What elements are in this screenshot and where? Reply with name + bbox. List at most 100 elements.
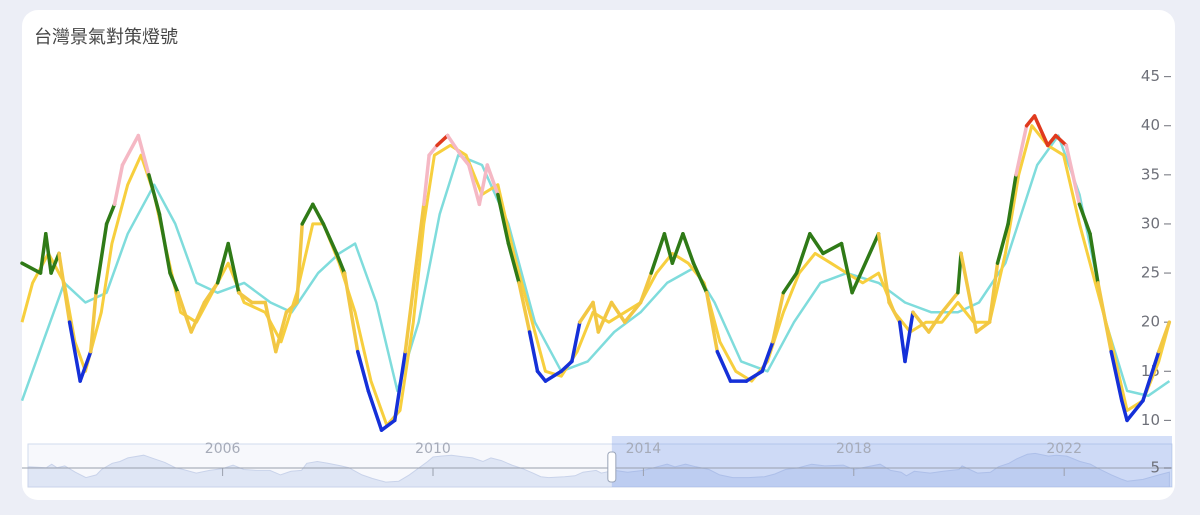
x-tick-label: 2022 <box>1046 441 1082 457</box>
score-segment <box>876 232 891 305</box>
y-tick-label: 20 <box>1141 313 1160 331</box>
score-segment <box>506 241 521 285</box>
score-segment <box>366 389 384 432</box>
score-segment <box>543 369 564 383</box>
x-tick-label: 2010 <box>415 441 451 457</box>
score-segment <box>403 202 426 354</box>
score-segment <box>1157 320 1172 354</box>
score-segment <box>662 232 675 265</box>
score-segment <box>284 300 299 315</box>
score-segment <box>393 349 408 423</box>
score-segment <box>334 251 347 275</box>
score-segment <box>215 241 230 285</box>
score-segment <box>445 133 463 157</box>
score-segment <box>226 241 241 295</box>
score-segment <box>237 290 254 305</box>
score-segment <box>168 271 180 295</box>
score-segment <box>422 153 431 207</box>
score-segment <box>927 310 944 334</box>
score-segment <box>1077 202 1092 236</box>
score-segment <box>1120 398 1129 423</box>
score-segment <box>157 212 172 275</box>
score-segment <box>1125 398 1145 423</box>
score-segment <box>887 300 902 324</box>
score-segment <box>995 222 1010 265</box>
score-segment <box>623 300 643 324</box>
slider-preview <box>27 452 1170 488</box>
score-segment <box>20 261 43 275</box>
score-segment <box>744 369 764 383</box>
score-segment <box>1032 114 1050 148</box>
score-segment <box>67 320 82 383</box>
score-segment <box>120 133 141 167</box>
score-segment <box>274 310 289 354</box>
score-segment <box>321 222 339 256</box>
score-segment <box>147 173 162 216</box>
score-segment <box>189 300 207 334</box>
score-segment <box>591 300 601 334</box>
y-tick-label: 10 <box>1141 411 1160 429</box>
card <box>22 10 1175 500</box>
score-segment <box>136 133 151 177</box>
score-segment <box>911 310 931 334</box>
score-segment <box>88 290 98 354</box>
score-segment <box>44 232 53 275</box>
x-tick-label: 2014 <box>626 441 662 457</box>
score-segment <box>570 320 582 364</box>
score-segment <box>903 310 915 364</box>
y-tick-label: 45 <box>1141 67 1160 85</box>
score-segment <box>596 300 614 334</box>
slider-y-label: 5 <box>1150 459 1160 477</box>
x-tick-label: 2006 <box>205 441 241 457</box>
score-segment <box>609 300 627 324</box>
y-tick-label: 40 <box>1141 116 1160 134</box>
score-segment <box>342 271 360 354</box>
score-segment <box>850 232 881 295</box>
score-segment <box>427 143 439 157</box>
score-segment <box>295 222 304 305</box>
score-segment <box>681 232 696 265</box>
score-segment <box>263 300 278 354</box>
score-segment <box>78 349 93 383</box>
score-segment <box>1006 173 1018 226</box>
score-segment <box>1141 349 1161 403</box>
score-segment <box>94 222 109 295</box>
score-segment <box>760 340 775 374</box>
score-segment <box>1088 232 1100 285</box>
score-segment <box>485 163 500 197</box>
score-segment <box>202 281 220 305</box>
score-segment <box>839 241 854 295</box>
score-segment <box>987 261 1000 324</box>
data-zoom-slider[interactable]: 2006 2010 2014 2018 2022 5 <box>22 436 1173 488</box>
score-segment <box>715 349 733 383</box>
score-segment <box>459 153 471 167</box>
score-segment <box>1024 114 1037 128</box>
score-segment <box>535 369 548 383</box>
score-segment <box>49 251 61 275</box>
score-segment <box>649 232 667 275</box>
score-segment <box>578 300 595 324</box>
score-segment <box>467 163 482 207</box>
score-segment <box>794 232 812 275</box>
score-segment <box>176 290 193 334</box>
score-segment <box>435 133 450 148</box>
score-segment <box>940 290 960 315</box>
slider-selection <box>611 436 1172 487</box>
y-tick-label: 35 <box>1141 165 1160 183</box>
score-segment <box>1096 281 1113 354</box>
score-segment <box>104 202 117 226</box>
score-segment <box>300 202 315 226</box>
score-segment <box>638 271 653 305</box>
score-segment <box>527 330 540 374</box>
y-tick-label: 25 <box>1141 264 1160 282</box>
score-segment <box>956 251 963 295</box>
score-segment <box>355 349 371 393</box>
score-segment <box>704 290 720 354</box>
score-segment <box>821 241 844 256</box>
score-segment <box>1109 349 1124 403</box>
score-segment <box>379 418 397 432</box>
slider-handle[interactable] <box>607 451 617 483</box>
score-segment <box>477 163 490 207</box>
x-tick-label: 2018 <box>836 441 872 457</box>
